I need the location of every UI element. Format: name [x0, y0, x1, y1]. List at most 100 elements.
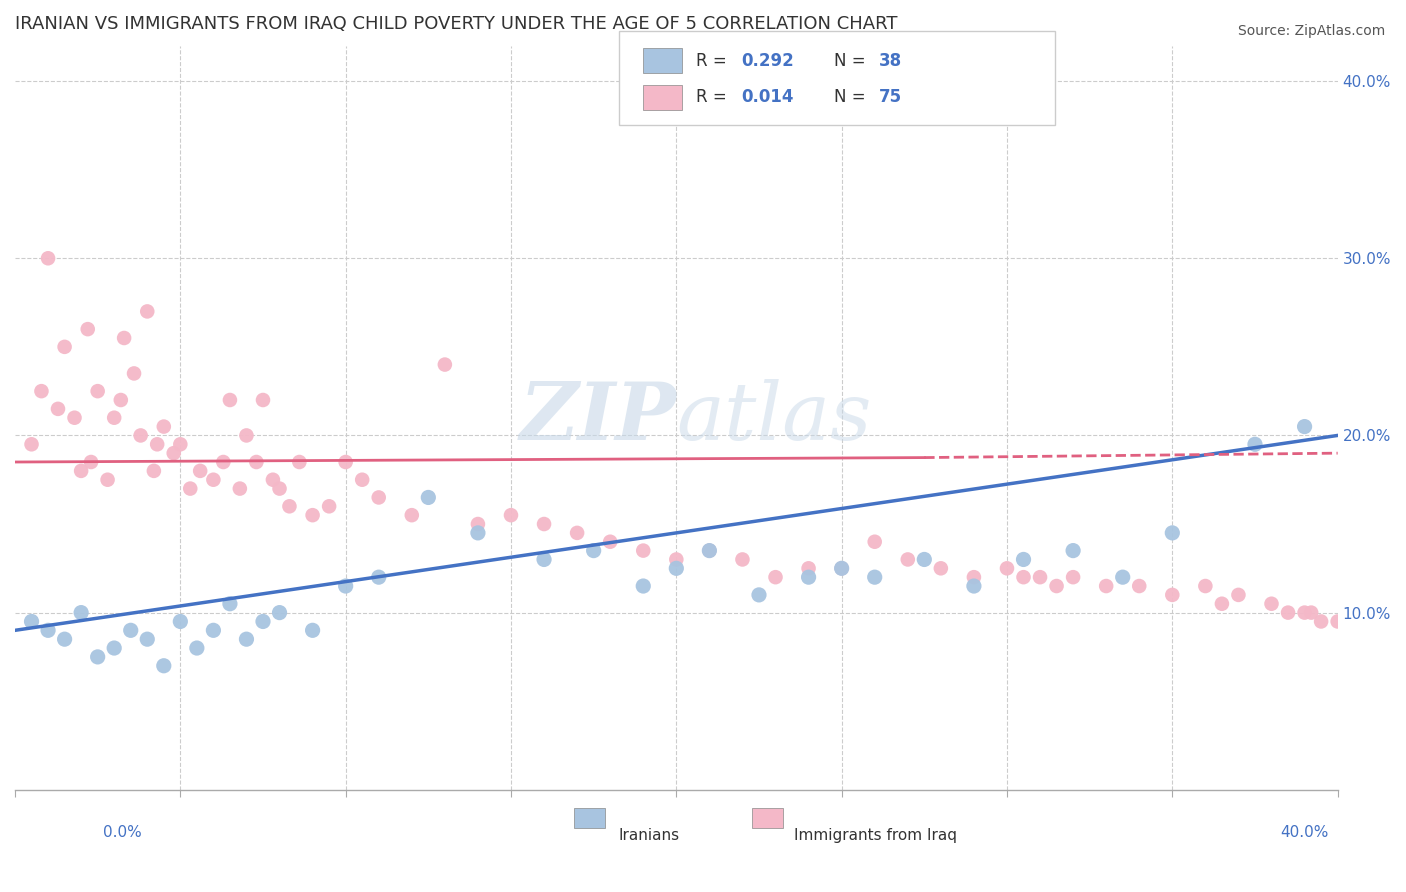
Point	[533, 552, 555, 566]
Point	[748, 588, 770, 602]
Point	[633, 579, 655, 593]
Point	[30, 384, 52, 399]
Point	[1128, 579, 1150, 593]
Text: R =: R =	[696, 52, 733, 70]
Point	[53, 632, 76, 647]
Text: 40.0%: 40.0%	[1281, 825, 1329, 840]
Point	[863, 570, 886, 584]
Text: ZIP: ZIP	[519, 379, 676, 457]
Point	[1194, 579, 1216, 593]
Point	[1045, 579, 1067, 593]
Point	[1244, 437, 1267, 451]
Point	[765, 570, 787, 584]
Point	[1095, 579, 1118, 593]
Point	[418, 491, 440, 505]
Point	[831, 561, 853, 575]
Point	[20, 615, 42, 629]
Point	[188, 464, 211, 478]
Point	[1310, 615, 1333, 629]
Point	[963, 570, 986, 584]
Point	[797, 570, 820, 584]
Point	[929, 561, 952, 575]
Point	[169, 437, 191, 451]
Point	[1294, 419, 1316, 434]
Point	[963, 579, 986, 593]
Point	[1062, 570, 1084, 584]
Point	[467, 525, 489, 540]
Point	[146, 437, 169, 451]
Point	[897, 552, 920, 566]
Point	[186, 641, 208, 656]
Point	[269, 606, 291, 620]
Point	[1294, 606, 1316, 620]
Point	[367, 491, 389, 505]
Point	[633, 543, 655, 558]
Point	[665, 552, 688, 566]
Point	[76, 322, 98, 336]
Point	[202, 624, 225, 638]
Point	[1277, 606, 1299, 620]
Point	[219, 597, 242, 611]
Point	[467, 516, 489, 531]
Point	[103, 410, 125, 425]
Point	[1301, 606, 1323, 620]
Point	[1112, 570, 1135, 584]
Point	[288, 455, 311, 469]
Point	[129, 428, 152, 442]
Point	[152, 419, 174, 434]
Point	[86, 649, 108, 664]
Point	[112, 331, 135, 345]
Point	[202, 473, 225, 487]
Text: 0.0%: 0.0%	[103, 825, 142, 840]
Point	[1062, 543, 1084, 558]
Point	[318, 500, 340, 514]
Text: 38: 38	[879, 52, 901, 70]
Point	[53, 340, 76, 354]
Point	[86, 384, 108, 399]
Point	[152, 658, 174, 673]
Point	[120, 624, 142, 638]
Point	[301, 508, 323, 523]
Point	[163, 446, 186, 460]
Point	[212, 455, 235, 469]
Text: Source: ZipAtlas.com: Source: ZipAtlas.com	[1237, 24, 1385, 38]
Text: 0.292: 0.292	[741, 52, 794, 70]
Text: 75: 75	[879, 88, 901, 106]
Point	[565, 525, 588, 540]
Point	[731, 552, 754, 566]
Point	[912, 552, 935, 566]
Point	[797, 561, 820, 575]
Point	[97, 473, 120, 487]
Point	[1260, 597, 1282, 611]
Point	[278, 500, 301, 514]
Point	[1227, 588, 1250, 602]
Point	[367, 570, 389, 584]
Point	[136, 632, 159, 647]
Point	[499, 508, 522, 523]
Point	[122, 367, 145, 381]
Point	[335, 579, 357, 593]
Point	[179, 482, 201, 496]
Point	[235, 428, 257, 442]
Point	[1161, 525, 1184, 540]
Point	[103, 641, 125, 656]
Point	[863, 534, 886, 549]
Text: atlas: atlas	[676, 379, 872, 457]
Point	[1029, 570, 1052, 584]
Point	[1211, 597, 1233, 611]
Point	[582, 543, 605, 558]
Point	[37, 624, 59, 638]
Point	[831, 561, 853, 575]
Text: 0.014: 0.014	[741, 88, 793, 106]
Point	[301, 624, 323, 638]
Point	[699, 543, 721, 558]
Point	[136, 304, 159, 318]
Point	[37, 252, 59, 266]
Point	[533, 516, 555, 531]
Point	[80, 455, 103, 469]
Point	[20, 437, 42, 451]
Text: N =: N =	[834, 52, 870, 70]
Text: Iranians: Iranians	[619, 828, 679, 843]
Point	[142, 464, 165, 478]
Point	[70, 606, 93, 620]
